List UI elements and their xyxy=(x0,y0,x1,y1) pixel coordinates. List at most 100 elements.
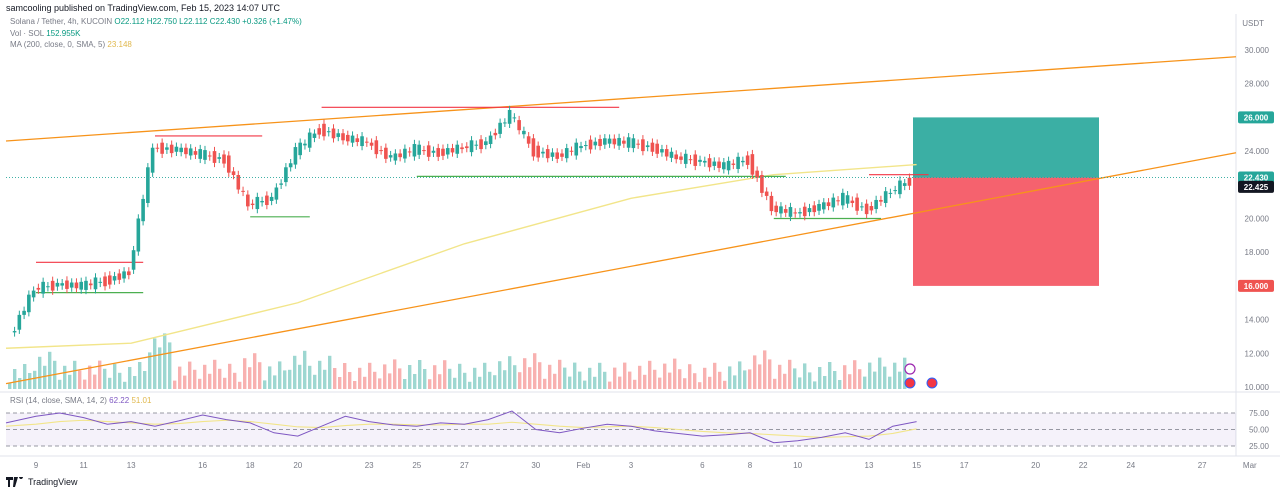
time-tick-label: 18 xyxy=(246,461,255,470)
volume-bar xyxy=(773,378,777,389)
candle-body xyxy=(545,149,550,159)
candle-body xyxy=(874,199,878,210)
candle-body xyxy=(184,147,188,155)
candle-body xyxy=(79,281,84,290)
candle-body xyxy=(46,286,50,288)
volume-bar xyxy=(608,381,612,389)
volume-bar xyxy=(138,362,142,389)
rsi-line xyxy=(5,410,917,444)
volume-bar xyxy=(268,366,272,389)
candle-body xyxy=(217,157,222,159)
candle-body xyxy=(365,141,369,143)
volume-bar xyxy=(293,355,297,389)
candle-body xyxy=(755,170,759,178)
candle-body xyxy=(188,148,193,156)
trendline xyxy=(5,152,1237,385)
candle-body xyxy=(179,147,183,153)
rsi-ma-value: 51.01 xyxy=(131,396,152,405)
candle-body xyxy=(707,158,712,168)
candle-body xyxy=(683,153,688,164)
candle-body xyxy=(579,146,583,149)
volume-bar xyxy=(823,376,827,389)
volume-bar xyxy=(203,364,207,389)
volume-bar xyxy=(538,362,542,389)
volume-bar xyxy=(398,368,402,389)
candle-body xyxy=(303,143,307,146)
volume-bar xyxy=(8,383,12,389)
volume-bar xyxy=(518,372,522,389)
volume-bar xyxy=(473,367,477,389)
volume-bar xyxy=(858,369,862,389)
volume-bar xyxy=(168,342,172,389)
us-flag-event-icon xyxy=(904,377,916,389)
candle-body xyxy=(50,280,55,291)
volume-bar xyxy=(893,362,897,389)
target-zone xyxy=(913,117,1099,178)
candle-body xyxy=(336,133,341,137)
candle-body xyxy=(569,150,574,152)
candle-body xyxy=(474,144,479,146)
candle-body xyxy=(288,163,293,168)
candle-body xyxy=(212,151,217,163)
volume-bar xyxy=(303,350,307,389)
volume-bar xyxy=(378,378,382,389)
volume-bar xyxy=(648,360,652,389)
volume-bar xyxy=(153,338,157,389)
volume-bar xyxy=(593,376,597,389)
candle-body xyxy=(522,130,526,135)
volume-bar xyxy=(368,362,372,389)
legend-volume-row: Vol · SOL 152.955K xyxy=(10,29,80,38)
price-tick-label: 20.000 xyxy=(1245,215,1270,224)
volume-bar xyxy=(418,360,422,389)
volume-bar xyxy=(818,367,822,389)
legend-ma-row: MA (200, close, 0, SMA, 5) 23.148 xyxy=(10,40,132,49)
volume-bar xyxy=(688,364,692,389)
candle-body xyxy=(436,148,441,157)
volume-bar xyxy=(258,362,262,389)
volume-bar xyxy=(58,379,62,389)
candle-body xyxy=(603,138,607,145)
volume-bar xyxy=(663,363,667,389)
volume-bar xyxy=(278,361,282,389)
volume-bar xyxy=(808,372,812,389)
volume-bar xyxy=(408,365,412,389)
rsi-label: RSI (14, close, SMA, 14, 2) xyxy=(10,396,107,405)
candle-body xyxy=(93,277,98,290)
stop-price-tag-bg xyxy=(1238,279,1274,292)
candle-body xyxy=(745,155,750,165)
candle-body xyxy=(669,151,674,158)
time-tick-label: 27 xyxy=(1198,461,1207,470)
candle-body xyxy=(541,151,545,154)
candle-body xyxy=(131,250,136,270)
candle-body xyxy=(841,192,845,206)
volume-bar xyxy=(333,368,337,389)
tradingview-logo-icon xyxy=(6,477,23,487)
volume-bar xyxy=(763,350,767,389)
volume-bar xyxy=(768,359,772,389)
candle-body xyxy=(379,150,383,152)
last-price-tag: 22.430 xyxy=(1244,174,1269,183)
volume-bar xyxy=(498,361,502,389)
volume-bar xyxy=(108,377,112,389)
volume-bar xyxy=(253,353,257,389)
volume-bar xyxy=(598,362,602,389)
candle-body xyxy=(122,271,126,279)
brand-label: TradingView xyxy=(28,477,78,487)
volume-bar xyxy=(628,371,632,389)
candle-body xyxy=(155,147,160,149)
candle-body xyxy=(636,143,640,145)
candle-body xyxy=(517,120,521,131)
candle-body xyxy=(560,153,564,157)
volume-bar xyxy=(793,368,797,389)
volume-bar xyxy=(13,369,17,389)
ohlc-values: O22.112 H22.750 L22.112 C22.430 +0.326 (… xyxy=(114,17,302,26)
candle-body xyxy=(136,218,141,252)
volume-bar xyxy=(428,379,432,389)
candle-body xyxy=(736,156,740,169)
rsi-tick-label: 50.00 xyxy=(1249,426,1270,435)
lightning-event-icon xyxy=(904,363,916,375)
volume-bar xyxy=(863,376,867,389)
candle-body xyxy=(688,159,693,161)
volume-bar xyxy=(248,367,252,389)
